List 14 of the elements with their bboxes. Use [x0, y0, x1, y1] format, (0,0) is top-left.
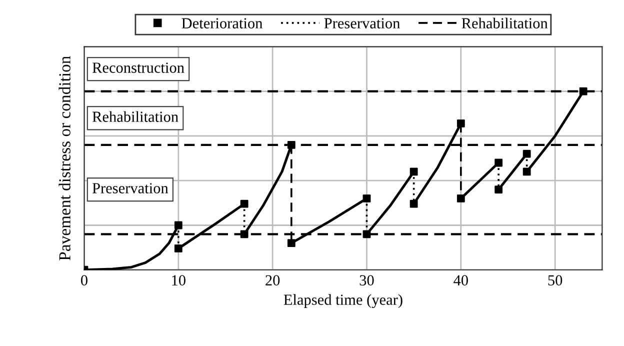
- x-tick-label: 0: [81, 275, 88, 286]
- legend-label: Preservation: [324, 18, 400, 28]
- x-tick-label: 20: [266, 275, 280, 286]
- x-tick-label: 10: [172, 275, 186, 286]
- x-tick-label: 50: [548, 275, 562, 286]
- text: Reconstruction: [92, 62, 184, 73]
- annotation: Preservation: [92, 183, 168, 194]
- y-axis-title: Pavement distress or condition: [58, 56, 70, 260]
- x-tick-label: 30: [360, 275, 374, 286]
- legend-label: Deterioration: [182, 18, 263, 28]
- legend-label: Rehabilitation: [462, 18, 548, 28]
- annotation: Rehabilitation: [92, 111, 178, 122]
- x-axis-title: Elapsed time (year): [284, 294, 402, 308]
- x-tick-label: 40: [454, 275, 468, 286]
